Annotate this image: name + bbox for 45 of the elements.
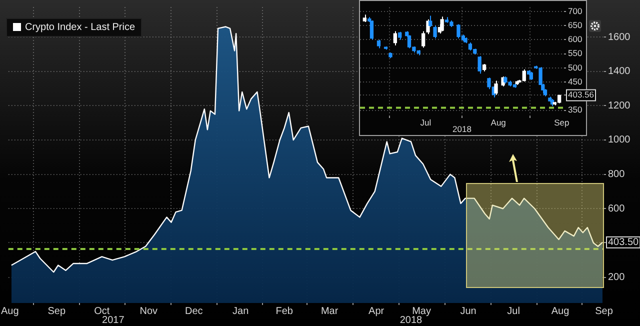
annotation: 2018: [452, 124, 472, 134]
x-tick-label: Jul: [420, 118, 432, 128]
x-tick-label: May: [412, 306, 431, 317]
y-tick-label: 450: [568, 76, 582, 86]
y-tick-label: 200: [608, 272, 626, 284]
x-tick-label: Aug: [551, 306, 570, 317]
y-tick-label: 1600: [608, 32, 631, 43]
candlestick: [393, 30, 398, 46]
y-tick-label: 650: [568, 20, 582, 30]
x-tick-label: Apr: [368, 306, 385, 317]
candlestick: [421, 30, 426, 48]
y-tick-label: 800: [608, 169, 626, 180]
x-tick-label: Mar: [320, 306, 339, 317]
x-tick-label: Feb: [276, 306, 294, 317]
y-tick-label: 1400: [608, 66, 631, 78]
legend-label: Crypto Index - Last Price: [24, 22, 136, 33]
x-tick-label: Jan: [232, 306, 249, 317]
text: 2018: [400, 314, 423, 326]
y-tick-label: 700: [568, 6, 582, 16]
candlestick: [428, 15, 432, 28]
y-tick-label: 403.50: [608, 237, 640, 248]
y-tick-label: 500: [568, 62, 582, 72]
x-tick-label: Jul: [507, 306, 520, 317]
x-tick-label: Oct: [94, 306, 110, 317]
x-tick-label: Dec: [184, 306, 203, 317]
x-tick-label: Sep: [595, 306, 614, 317]
y-tick-label: 350: [568, 104, 582, 115]
x-tick-label: Aug: [1, 306, 19, 317]
candlestick: [494, 80, 498, 96]
candlestick: [440, 16, 444, 32]
y-tick-label: 1000: [608, 134, 631, 146]
candlestick: [370, 20, 374, 40]
x-tick-label: Sep: [554, 118, 570, 128]
text: 2017: [102, 314, 125, 326]
y-tick-label: 403.56: [568, 90, 594, 100]
x-tick-label: Sep: [48, 306, 66, 317]
y-tick-label: 1200: [608, 100, 631, 112]
x-tick-label: Jun: [460, 306, 476, 317]
candlestick: [478, 56, 482, 74]
y-tick-label: 600: [608, 203, 626, 214]
x-tick-label: Aug: [490, 118, 506, 128]
x-tick-label: Nov: [140, 306, 158, 317]
y-tick-label: 550: [568, 48, 582, 58]
candlestick: [433, 25, 437, 39]
y-tick-label: 600: [568, 34, 582, 44]
